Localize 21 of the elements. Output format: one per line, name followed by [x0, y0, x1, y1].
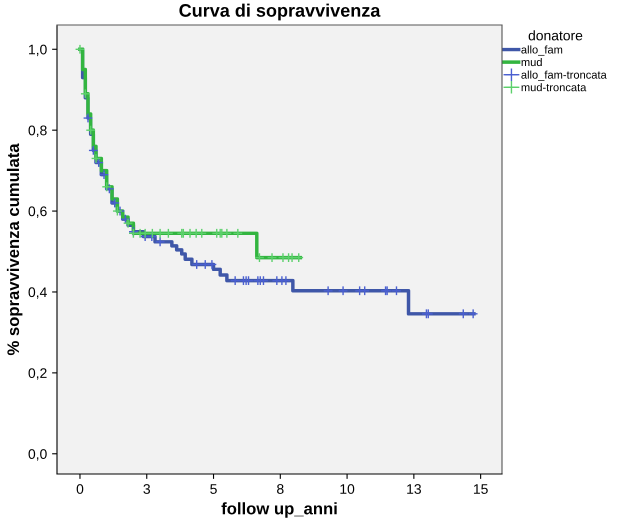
- legend-label: allo_fam-troncata: [521, 70, 607, 81]
- legend-label: mud: [522, 58, 542, 66]
- y-tick-label: 0,2: [28, 368, 47, 380]
- y-tick-label: 0,8: [28, 126, 47, 137]
- legend-title: donatore: [528, 30, 582, 40]
- chart-title: Curva di sopravvivenza: [179, 4, 380, 20]
- y-tick-label: 0,6: [28, 206, 47, 218]
- x-tick-label: 13: [407, 484, 421, 494]
- y-tick-label: 0,4: [28, 287, 47, 299]
- x-tick-label: 0: [76, 484, 84, 494]
- x-axis-title: follow up_anni: [221, 502, 337, 518]
- x-tick-label: 3: [143, 484, 150, 494]
- x-tick-label: 8: [277, 484, 284, 494]
- y-tick-label: 0,0: [28, 449, 47, 461]
- x-tick-label: 15: [474, 484, 488, 494]
- y-axis-title: % sopravvivenza cumulata: [6, 143, 22, 356]
- legend-label: allo_fam: [521, 45, 562, 56]
- y-tick-label: 1,0: [29, 44, 47, 56]
- x-tick-label: 10: [340, 484, 354, 494]
- legend-label: mud-troncata: [522, 83, 586, 92]
- x-tick-label: 5: [210, 484, 217, 494]
